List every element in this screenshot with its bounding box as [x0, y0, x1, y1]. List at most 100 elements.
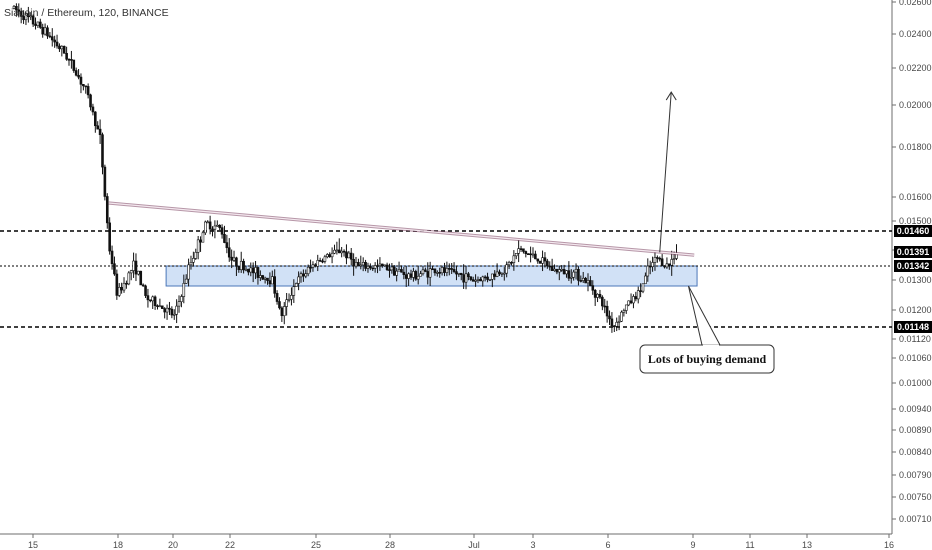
- candle-body-up: [383, 264, 387, 267]
- candle-body-up: [512, 255, 516, 263]
- candle: [397, 261, 401, 272]
- candle-body-up: [574, 268, 578, 273]
- candle: [199, 236, 202, 252]
- candle: [424, 267, 427, 273]
- candle: [431, 265, 434, 271]
- candle-body-up: [464, 273, 468, 283]
- candle-body-down: [543, 257, 547, 262]
- candle: [538, 260, 542, 264]
- candle: [598, 289, 602, 299]
- candle-body-down: [91, 106, 95, 113]
- candle-body-up: [624, 304, 628, 311]
- candle-body-down: [156, 305, 159, 307]
- candle: [624, 304, 628, 314]
- candle: [127, 271, 131, 286]
- y-tick-label: 0.01200: [899, 305, 932, 315]
- y-tick-label: 0.00890: [899, 425, 932, 435]
- candle: [129, 269, 133, 281]
- candle-body-up: [340, 250, 343, 254]
- candle-body-down: [328, 254, 332, 258]
- candle: [347, 250, 351, 259]
- candle-body-down: [450, 268, 453, 270]
- candle: [163, 307, 166, 319]
- candle-body-down: [302, 273, 305, 277]
- candle: [120, 282, 123, 294]
- candle: [194, 248, 198, 260]
- candle-body-up: [254, 267, 257, 274]
- candle-body-down: [168, 307, 171, 310]
- candle-body-down: [65, 52, 68, 60]
- candle: [168, 301, 171, 315]
- candle-body-down: [82, 83, 85, 87]
- candle-body-down: [74, 70, 78, 76]
- candle-body-up: [491, 273, 494, 280]
- candle-body-up: [373, 265, 377, 269]
- candle-body-up: [299, 273, 303, 278]
- candle-body-up: [263, 277, 267, 280]
- candle: [180, 294, 183, 308]
- candle: [218, 224, 221, 231]
- candle: [560, 265, 563, 272]
- candle-body-up: [505, 264, 508, 274]
- x-tick-label: 11: [745, 540, 754, 550]
- candle-body-down: [160, 305, 164, 309]
- candle: [84, 85, 88, 94]
- candle: [443, 262, 446, 277]
- price-badge: 0.01342: [894, 260, 932, 272]
- y-tick-label: 0.01060: [899, 353, 932, 363]
- candle: [517, 240, 520, 263]
- candle: [235, 256, 238, 276]
- y-tick-label: 0.02200: [899, 63, 932, 73]
- candle-body-down: [603, 305, 607, 308]
- candle-body-down: [605, 305, 609, 317]
- candle: [385, 262, 389, 272]
- candle-body-up: [617, 320, 621, 323]
- candle-body-up: [172, 313, 176, 316]
- candle: [237, 265, 241, 273]
- candle: [43, 23, 47, 36]
- candle: [474, 274, 477, 287]
- candle: [632, 294, 635, 309]
- candle-body-down: [15, 6, 18, 11]
- candle-body-up: [651, 262, 654, 267]
- candle: [438, 267, 442, 278]
- x-tick-label: Jul: [468, 540, 480, 550]
- candle-body-down: [345, 251, 348, 259]
- candle: [41, 23, 45, 38]
- candle: [605, 300, 609, 323]
- candle-body-up: [244, 268, 248, 271]
- candle: [141, 283, 145, 287]
- candle: [117, 283, 121, 298]
- candle-body-down: [584, 277, 587, 284]
- candle-body-up: [395, 270, 398, 276]
- candle-body-down: [163, 308, 166, 313]
- candle: [316, 254, 320, 272]
- candle-body-down: [577, 268, 580, 281]
- candle: [433, 268, 437, 276]
- candle: [158, 298, 162, 308]
- candle: [577, 266, 580, 286]
- candle: [550, 258, 554, 271]
- candle-body-down: [376, 265, 379, 267]
- candle-body-down: [53, 39, 56, 43]
- candle-body-up: [304, 273, 308, 277]
- candle: [388, 263, 391, 278]
- candle-body-up: [290, 295, 293, 300]
- candle: [31, 14, 35, 27]
- candle: [557, 265, 561, 281]
- candle-body-up: [636, 290, 640, 300]
- candle-body-down: [613, 325, 616, 328]
- candle: [543, 252, 547, 268]
- candle-body-down: [72, 59, 76, 71]
- candle-body-down: [144, 285, 147, 296]
- candle-body-up: [259, 275, 262, 278]
- candle: [574, 263, 578, 280]
- candle: [648, 260, 652, 275]
- x-tick-label: 25: [311, 540, 321, 550]
- candle-body-up: [249, 267, 253, 273]
- candle: [345, 244, 348, 265]
- candle: [328, 252, 332, 258]
- candle-body-down: [77, 74, 80, 78]
- candle: [39, 18, 42, 29]
